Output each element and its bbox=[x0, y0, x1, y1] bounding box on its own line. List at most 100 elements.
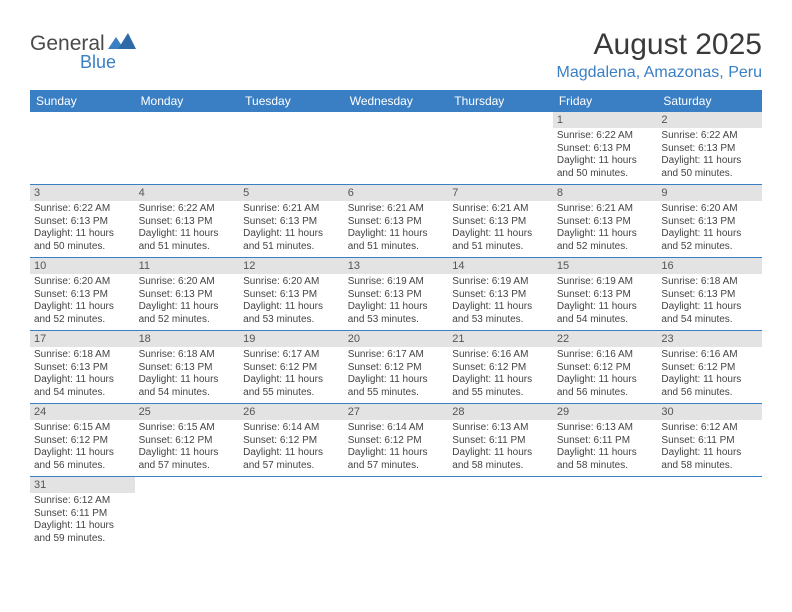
week-row: 17 Sunrise: 6:18 AMSunset: 6:13 PM Dayligh… bbox=[30, 331, 762, 404]
day-number: 10 bbox=[30, 258, 135, 274]
day-body: Sunrise: 6:12 AMSunset: 6:11 PMDaylight:… bbox=[30, 493, 135, 549]
sunrise-line: Sunrise: 6:22 AM bbox=[34, 203, 131, 216]
sunset-line: Sunset: 6:13 PM bbox=[34, 289, 131, 302]
sunset-line: Sunset: 6:13 PM bbox=[139, 289, 236, 302]
sunrise-line: Sunrise: 6:18 AM bbox=[34, 349, 131, 362]
header: General Blue August 2025 Magdalena, Amaz… bbox=[30, 28, 762, 82]
day-number: 20 bbox=[344, 331, 449, 347]
daylight-line: Daylight: 11 hours and 50 minutes. bbox=[34, 228, 131, 253]
day-number: 15 bbox=[553, 258, 658, 274]
day-cell: 6Sunrise: 6:21 AMSunset: 6:13 PMDaylight… bbox=[344, 185, 449, 257]
sunrise-line: Sunrise: 6:21 AM bbox=[348, 203, 445, 216]
empty-cell bbox=[239, 112, 344, 184]
day-header: Saturday bbox=[657, 90, 762, 112]
sunset-line: Sunset: 6:13 PM bbox=[557, 216, 654, 229]
day-body: Sunrise: 6:21 AMSunset: 6:13 PMDaylight:… bbox=[553, 201, 658, 257]
sunrise-line: Sunrise: 6:14 AM bbox=[348, 422, 445, 435]
daylight-line: Daylight: 11 hours and 56 minutes. bbox=[34, 447, 131, 472]
daylight-line: Daylight: 11 hours and 58 minutes. bbox=[452, 447, 549, 472]
sunset-line: Sunset: 6:13 PM bbox=[557, 289, 654, 302]
day-number: 1 bbox=[553, 112, 658, 128]
day-cell: 22Sunrise: 6:16 AMSunset: 6:12 PMDayligh… bbox=[553, 331, 658, 403]
day-number: 16 bbox=[657, 258, 762, 274]
logo-word2: Blue bbox=[80, 52, 116, 73]
daylight-line: Daylight: 11 hours and 58 minutes. bbox=[661, 447, 758, 472]
day-body: Sunrise: 6:16 AMSunset: 6:12 PMDaylight:… bbox=[448, 347, 553, 403]
day-cell: 25Sunrise: 6:15 AMSunset: 6:12 PMDayligh… bbox=[135, 404, 240, 476]
sunset-line: Sunset: 6:11 PM bbox=[557, 435, 654, 448]
sunset-line: Sunset: 6:11 PM bbox=[452, 435, 549, 448]
day-body: Sunrise: 6:19 AMSunset: 6:13 PMDaylight:… bbox=[448, 274, 553, 330]
day-body: Sunrise: 6:22 AMSunset: 6:13 PMDaylight:… bbox=[135, 201, 240, 257]
day-cell: 24Sunrise: 6:15 AMSunset: 6:12 PMDayligh… bbox=[30, 404, 135, 476]
day-body: Sunrise: 6:21 AMSunset: 6:13 PMDaylight:… bbox=[344, 201, 449, 257]
logo: General Blue bbox=[30, 32, 136, 56]
sunrise-line: Sunrise: 6:16 AM bbox=[661, 349, 758, 362]
day-body: Sunrise: 6:13 AMSunset: 6:11 PMDaylight:… bbox=[553, 420, 658, 476]
day-header: Monday bbox=[135, 90, 240, 112]
day-number: 21 bbox=[448, 331, 553, 347]
day-number: 7 bbox=[448, 185, 553, 201]
sunset-line: Sunset: 6:12 PM bbox=[243, 362, 340, 375]
sunset-line: Sunset: 6:13 PM bbox=[661, 289, 758, 302]
sunrise-line: Sunrise: 6:16 AM bbox=[452, 349, 549, 362]
sunrise-line: Sunrise: 6:20 AM bbox=[34, 276, 131, 289]
sunset-line: Sunset: 6:12 PM bbox=[348, 435, 445, 448]
sunset-line: Sunset: 6:11 PM bbox=[661, 435, 758, 448]
daylight-line: Daylight: 11 hours and 52 minutes. bbox=[661, 228, 758, 253]
day-cell: 9Sunrise: 6:20 AMSunset: 6:13 PMDaylight… bbox=[657, 185, 762, 257]
day-body: Sunrise: 6:19 AMSunset: 6:13 PMDaylight:… bbox=[344, 274, 449, 330]
day-number: 17 bbox=[30, 331, 135, 347]
sunrise-line: Sunrise: 6:15 AM bbox=[34, 422, 131, 435]
daylight-line: Daylight: 11 hours and 52 minutes. bbox=[34, 301, 131, 326]
sunrise-line: Sunrise: 6:12 AM bbox=[661, 422, 758, 435]
day-number: 8 bbox=[553, 185, 658, 201]
day-number: 19 bbox=[239, 331, 344, 347]
sunset-line: Sunset: 6:13 PM bbox=[452, 216, 549, 229]
page: General Blue August 2025 Magdalena, Amaz… bbox=[0, 0, 792, 549]
day-body: Sunrise: 6:20 AMSunset: 6:13 PMDaylight:… bbox=[30, 274, 135, 330]
day-number: 4 bbox=[135, 185, 240, 201]
day-body: Sunrise: 6:22 AMSunset: 6:13 PMDaylight:… bbox=[30, 201, 135, 257]
day-header-row: SundayMondayTuesdayWednesdayThursdayFrid… bbox=[30, 90, 762, 112]
daylight-line: Daylight: 11 hours and 50 minutes. bbox=[557, 155, 654, 180]
day-body: Sunrise: 6:21 AMSunset: 6:13 PMDaylight:… bbox=[448, 201, 553, 257]
empty-cell bbox=[448, 112, 553, 184]
sunrise-line: Sunrise: 6:17 AM bbox=[243, 349, 340, 362]
day-cell: 1Sunrise: 6:22 AMSunset: 6:13 PMDaylight… bbox=[553, 112, 658, 184]
daylight-line: Daylight: 11 hours and 53 minutes. bbox=[243, 301, 340, 326]
day-cell: 10Sunrise: 6:20 AMSunset: 6:13 PMDayligh… bbox=[30, 258, 135, 330]
sunset-line: Sunset: 6:13 PM bbox=[243, 216, 340, 229]
sunrise-line: Sunrise: 6:17 AM bbox=[348, 349, 445, 362]
day-body: Sunrise: 6:16 AMSunset: 6:12 PMDaylight:… bbox=[657, 347, 762, 403]
sunset-line: Sunset: 6:11 PM bbox=[34, 508, 131, 521]
day-body: Sunrise: 6:20 AMSunset: 6:13 PMDaylight:… bbox=[657, 201, 762, 257]
sunrise-line: Sunrise: 6:21 AM bbox=[243, 203, 340, 216]
day-header: Tuesday bbox=[239, 90, 344, 112]
sunrise-line: Sunrise: 6:22 AM bbox=[557, 130, 654, 143]
sunset-line: Sunset: 6:12 PM bbox=[557, 362, 654, 375]
day-cell: 29Sunrise: 6:13 AMSunset: 6:11 PMDayligh… bbox=[553, 404, 658, 476]
day-cell: 31Sunrise: 6:12 AMSunset: 6:11 PMDayligh… bbox=[30, 477, 135, 549]
day-cell: 28Sunrise: 6:13 AMSunset: 6:11 PMDayligh… bbox=[448, 404, 553, 476]
sunset-line: Sunset: 6:13 PM bbox=[452, 289, 549, 302]
daylight-line: Daylight: 11 hours and 55 minutes. bbox=[452, 374, 549, 399]
day-header: Friday bbox=[553, 90, 658, 112]
sunset-line: Sunset: 6:13 PM bbox=[348, 216, 445, 229]
sunset-line: Sunset: 6:13 PM bbox=[139, 216, 236, 229]
day-body: Sunrise: 6:20 AMSunset: 6:13 PMDaylight:… bbox=[239, 274, 344, 330]
day-body: Sunrise: 6:16 AMSunset: 6:12 PMDaylight:… bbox=[553, 347, 658, 403]
day-header: Wednesday bbox=[344, 90, 449, 112]
daylight-line: Daylight: 11 hours and 52 minutes. bbox=[139, 301, 236, 326]
day-number: 27 bbox=[344, 404, 449, 420]
day-body: Sunrise: 6:20 AMSunset: 6:13 PMDaylight:… bbox=[135, 274, 240, 330]
empty-cell bbox=[135, 112, 240, 184]
sunset-line: Sunset: 6:13 PM bbox=[34, 362, 131, 375]
day-number: 12 bbox=[239, 258, 344, 274]
title-block: August 2025 Magdalena, Amazonas, Peru bbox=[557, 28, 762, 82]
sunrise-line: Sunrise: 6:22 AM bbox=[139, 203, 236, 216]
sunrise-line: Sunrise: 6:21 AM bbox=[557, 203, 654, 216]
daylight-line: Daylight: 11 hours and 57 minutes. bbox=[348, 447, 445, 472]
sunset-line: Sunset: 6:12 PM bbox=[452, 362, 549, 375]
day-number: 31 bbox=[30, 477, 135, 493]
